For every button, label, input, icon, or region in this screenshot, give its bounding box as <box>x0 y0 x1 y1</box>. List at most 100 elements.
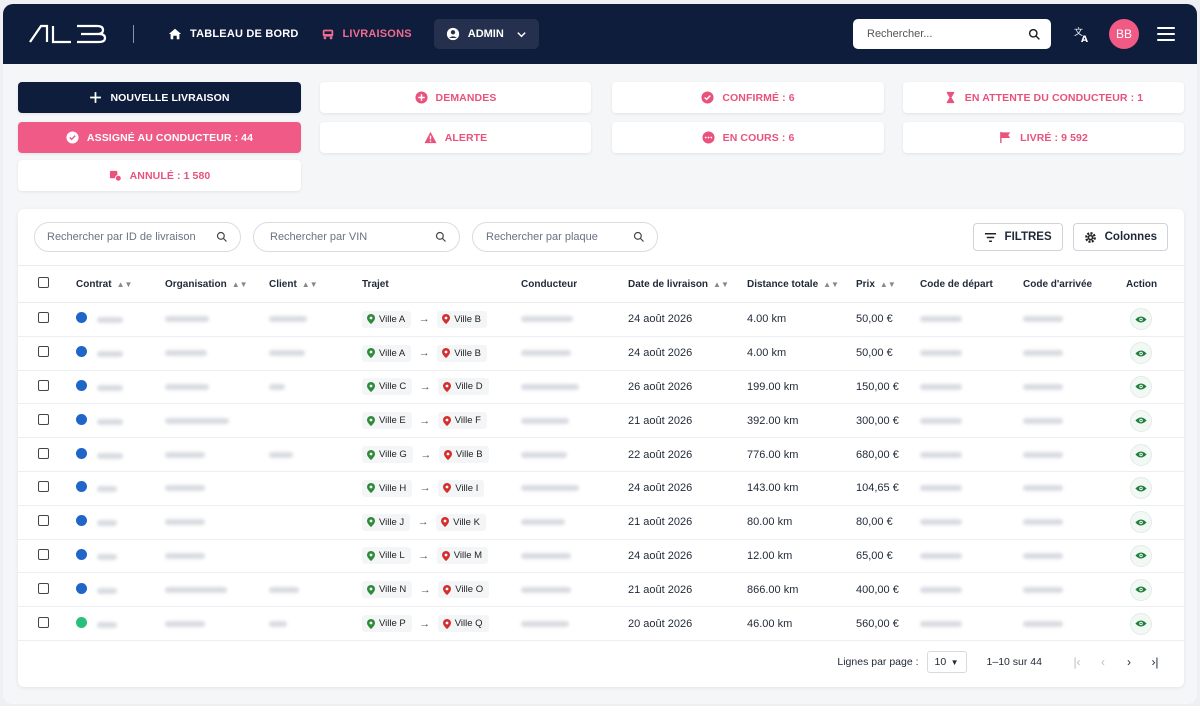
requests-button[interactable]: DEMANDES <box>320 82 591 113</box>
confirmed-label: CONFIRMÉ : 6 <box>722 91 795 104</box>
row-checkbox[interactable] <box>38 312 49 324</box>
global-search-input[interactable] <box>867 28 1028 40</box>
waiting-driver-button[interactable]: EN ATTENTE DU CONDUCTEUR : 1 <box>903 82 1184 113</box>
search-by-id[interactable] <box>34 222 241 252</box>
table-row[interactable]: Ville A → Ville B 24 août 2026 4.00 km 50,00 … <box>18 302 1184 337</box>
view-button[interactable] <box>1130 578 1152 601</box>
more-circle-icon <box>702 131 715 144</box>
row-select-cell <box>18 437 76 472</box>
delivered-button[interactable]: LIVRÉ : 9 592 <box>903 122 1184 153</box>
view-button[interactable] <box>1130 612 1152 635</box>
action-cell <box>1126 471 1184 506</box>
global-search-box[interactable] <box>853 19 1051 49</box>
view-button[interactable] <box>1130 443 1152 466</box>
confirmed-button[interactable]: CONFIRMÉ : 6 <box>612 82 884 113</box>
client-cell <box>269 606 362 641</box>
view-button[interactable] <box>1130 375 1152 398</box>
table-row[interactable]: Ville G → Ville B 22 août 2026 776.00 km 680,… <box>18 437 1184 472</box>
origin-city: Ville L <box>362 547 411 565</box>
start-code-cell <box>920 370 1023 405</box>
end-code-cell <box>1023 336 1126 371</box>
col-contract[interactable]: Contrat ▲▼ <box>76 265 165 303</box>
in-progress-button[interactable]: EN COURS : 6 <box>612 122 884 153</box>
col-date[interactable]: Date de livraison ▲▼ <box>628 265 747 303</box>
row-checkbox[interactable] <box>38 616 49 628</box>
view-button[interactable] <box>1130 477 1152 500</box>
col-price[interactable]: Prix ▲▼ <box>856 265 920 303</box>
cancelled-button[interactable]: ANNULÉ : 1 580 <box>18 160 301 191</box>
table-row[interactable]: Ville J → Ville K 21 août 2026 80.00 km 80,00… <box>18 505 1184 540</box>
col-price-label: Prix <box>856 278 875 290</box>
menu-icon[interactable] <box>1157 27 1175 41</box>
col-client[interactable]: Client ▲▼ <box>269 265 362 303</box>
next-page-icon[interactable]: › <box>1127 655 1131 669</box>
table-row[interactable]: Ville H → Ville I 24 août 2026 143.00 km 104,… <box>18 471 1184 506</box>
row-checkbox[interactable] <box>38 346 49 358</box>
row-checkbox[interactable] <box>38 548 49 560</box>
search-by-plate[interactable] <box>472 222 658 252</box>
col-distance-label: Distance totale <box>747 278 819 290</box>
truck-cancel-icon <box>109 170 122 182</box>
row-checkbox[interactable] <box>38 413 49 425</box>
nav-dashboard[interactable]: TABLEAU DE BORD <box>168 27 299 41</box>
col-distance[interactable]: Distance totale ▲▼ <box>747 265 856 303</box>
search-icon[interactable] <box>1028 28 1041 41</box>
row-checkbox[interactable] <box>38 447 49 459</box>
search-icon <box>216 231 227 242</box>
view-button[interactable] <box>1130 544 1152 567</box>
table-row[interactable]: Ville E → Ville F 21 août 2026 392.00 km 300,… <box>18 403 1184 439</box>
client-cell <box>269 539 362 574</box>
table-row[interactable]: Ville N → Ville O 21 août 2026 866.00 km 400,… <box>18 572 1184 608</box>
translate-icon[interactable]: 文 A <box>1073 25 1091 43</box>
plus-circle-icon <box>415 91 428 104</box>
row-checkbox[interactable] <box>38 582 49 594</box>
contract-cell <box>76 471 165 506</box>
search-plate-input[interactable] <box>486 231 633 243</box>
first-page-icon[interactable]: |‹ <box>1073 655 1081 669</box>
filters-button[interactable]: FILTRES <box>972 223 1063 251</box>
origin-city: Ville A <box>362 344 412 362</box>
user-avatar[interactable]: BB <box>1109 19 1139 49</box>
nav-deliveries[interactable]: LIVRAISONS <box>321 27 412 41</box>
redacted-organisation <box>165 316 209 323</box>
arrow-right-icon: → <box>419 617 431 630</box>
row-checkbox[interactable] <box>38 379 49 391</box>
table-row[interactable]: Ville C → Ville D 26 août 2026 199.00 km 150,… <box>18 370 1184 405</box>
last-page-icon[interactable]: ›| <box>1151 655 1159 669</box>
view-button[interactable] <box>1130 409 1152 432</box>
view-button[interactable] <box>1130 511 1152 534</box>
search-vin-input[interactable] <box>270 231 435 243</box>
distance-cell: 143.00 km <box>747 471 856 506</box>
redacted-contract <box>97 486 117 493</box>
col-driver-label: Conducteur <box>521 278 578 290</box>
row-checkbox[interactable] <box>38 481 49 493</box>
view-button[interactable] <box>1130 308 1152 331</box>
select-all-checkbox[interactable] <box>38 277 49 288</box>
alb-logo[interactable] <box>27 22 111 46</box>
prev-page-icon[interactable]: ‹ <box>1101 655 1105 669</box>
origin-city: Ville E <box>362 412 412 430</box>
col-client-label: Client <box>269 278 297 290</box>
assigned-driver-button[interactable]: ASSIGNÉ AU CONDUCTEUR : 44 <box>18 122 301 153</box>
new-delivery-button[interactable]: NOUVELLE LIVRAISON <box>18 82 301 113</box>
col-organisation[interactable]: Organisation ▲▼ <box>165 265 269 303</box>
rows-per-page-label: Lignes par page : <box>837 656 919 668</box>
view-button[interactable] <box>1130 342 1152 365</box>
redacted-end-code <box>1023 451 1063 458</box>
table-row[interactable]: Ville L → Ville M 24 août 2026 12.00 km 65,00… <box>18 539 1184 574</box>
rows-per-page-select[interactable]: 10 ▼ <box>926 651 967 673</box>
status-dot <box>76 481 87 493</box>
col-date-label: Date de livraison <box>628 278 709 290</box>
date-cell: 22 août 2026 <box>628 437 747 472</box>
search-by-vin[interactable] <box>253 222 460 252</box>
table-row[interactable]: Ville A → Ville B 24 août 2026 4.00 km 50,00 … <box>18 336 1184 371</box>
table-row[interactable]: Ville P → Ville Q 20 août 2026 46.00 km 560,0… <box>18 606 1184 641</box>
search-id-input[interactable] <box>47 231 216 243</box>
columns-button[interactable]: Colonnes <box>1072 223 1168 251</box>
contract-cell <box>76 572 165 608</box>
route-cell: Ville A → Ville B <box>362 336 521 371</box>
svg-text:A: A <box>1081 35 1088 43</box>
alert-button[interactable]: ALERTE <box>320 122 591 153</box>
row-checkbox[interactable] <box>38 515 49 527</box>
admin-dropdown[interactable]: ADMIN <box>433 19 539 49</box>
